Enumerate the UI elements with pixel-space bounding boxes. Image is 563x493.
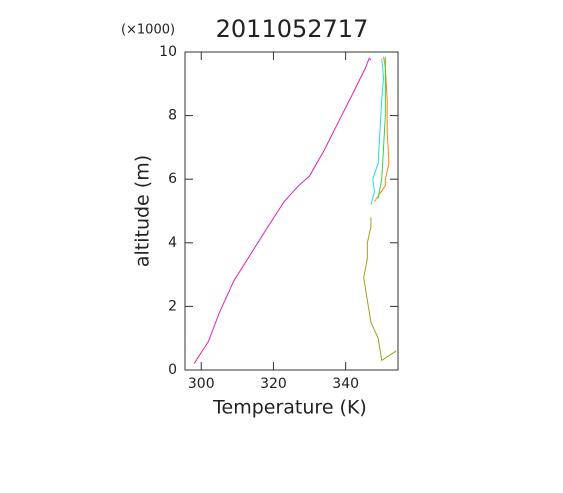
y-tick-label: 6	[168, 171, 177, 187]
series-line	[370, 58, 385, 205]
x-tick-label: 320	[260, 376, 287, 392]
y-axis-label: altitude (m)	[132, 155, 154, 267]
multiplier: (×1000)	[121, 23, 175, 38]
chart-title: 2011052717	[216, 15, 369, 43]
y-tick-label: 4	[168, 235, 177, 251]
series-line	[363, 217, 397, 362]
x-tick-label: 300	[188, 376, 215, 392]
x-tick-label: 340	[332, 376, 359, 392]
series-line	[377, 56, 386, 199]
y-tick-label: 2	[168, 298, 177, 314]
series-line	[193, 57, 372, 364]
plot-frame	[184, 51, 399, 371]
y-tick-label: 0	[168, 362, 177, 378]
y-tick-label: 10	[159, 44, 177, 60]
y-tick-label: 8	[168, 108, 177, 124]
x-axis-label: Temperature (K)	[212, 397, 367, 419]
